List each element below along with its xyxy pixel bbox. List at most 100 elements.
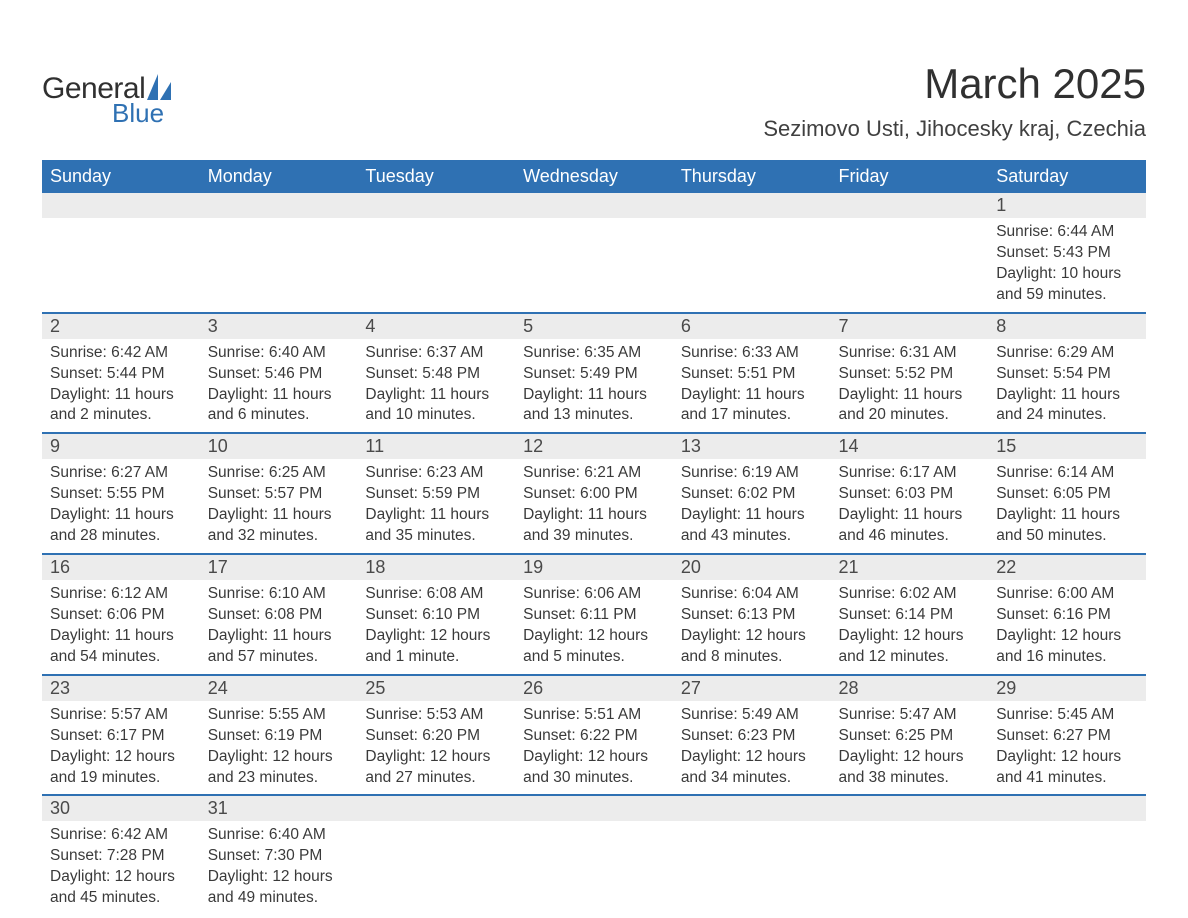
day-number: 3: [200, 314, 358, 339]
day-data: [831, 821, 989, 831]
day-number: 17: [200, 555, 358, 580]
day-data: Sunrise: 6:14 AMSunset: 6:05 PMDaylight:…: [988, 459, 1146, 553]
day-number: 23: [42, 676, 200, 701]
calendar-day-cell: [673, 193, 831, 313]
calendar-day-cell: 24Sunrise: 5:55 AMSunset: 6:19 PMDayligh…: [200, 675, 358, 796]
day-data: Sunrise: 6:23 AMSunset: 5:59 PMDaylight:…: [357, 459, 515, 553]
daylight-line: Daylight: 11 hours and 17 minutes.: [681, 385, 823, 427]
calendar-day-cell: 28Sunrise: 5:47 AMSunset: 6:25 PMDayligh…: [831, 675, 989, 796]
daylight-line: Daylight: 11 hours and 2 minutes.: [50, 385, 192, 427]
weekday-header: Saturday: [988, 160, 1146, 193]
sunset-line: Sunset: 5:48 PM: [365, 364, 507, 385]
day-number: 30: [42, 796, 200, 821]
day-number: 21: [831, 555, 989, 580]
day-number: 11: [357, 434, 515, 459]
day-data: [357, 821, 515, 831]
day-number: [831, 796, 989, 821]
day-number: 27: [673, 676, 831, 701]
sunrise-line: Sunrise: 6:00 AM: [996, 584, 1138, 605]
logo-sail-icon: [147, 74, 171, 100]
day-number: [515, 796, 673, 821]
sunrise-line: Sunrise: 5:55 AM: [208, 705, 350, 726]
sunrise-line: Sunrise: 6:04 AM: [681, 584, 823, 605]
daylight-line: Daylight: 12 hours and 38 minutes.: [839, 747, 981, 789]
sunrise-line: Sunrise: 6:17 AM: [839, 463, 981, 484]
daylight-line: Daylight: 12 hours and 41 minutes.: [996, 747, 1138, 789]
day-number: 26: [515, 676, 673, 701]
day-number: 13: [673, 434, 831, 459]
calendar-day-cell: 18Sunrise: 6:08 AMSunset: 6:10 PMDayligh…: [357, 554, 515, 675]
calendar-table: SundayMondayTuesdayWednesdayThursdayFrid…: [42, 160, 1146, 915]
day-data: Sunrise: 5:57 AMSunset: 6:17 PMDaylight:…: [42, 701, 200, 795]
weekday-header-row: SundayMondayTuesdayWednesdayThursdayFrid…: [42, 160, 1146, 193]
title-block: March 2025 Sezimovo Usti, Jihocesky kraj…: [763, 60, 1146, 142]
weekday-header: Wednesday: [515, 160, 673, 193]
calendar-day-cell: [515, 795, 673, 915]
daylight-line: Daylight: 12 hours and 23 minutes.: [208, 747, 350, 789]
calendar-day-cell: 17Sunrise: 6:10 AMSunset: 6:08 PMDayligh…: [200, 554, 358, 675]
sunset-line: Sunset: 6:05 PM: [996, 484, 1138, 505]
day-number: 5: [515, 314, 673, 339]
day-number: 20: [673, 555, 831, 580]
daylight-line: Daylight: 11 hours and 6 minutes.: [208, 385, 350, 427]
day-number: [673, 193, 831, 218]
calendar-day-cell: [988, 795, 1146, 915]
calendar-day-cell: [673, 795, 831, 915]
calendar-day-cell: 30Sunrise: 6:42 AMSunset: 7:28 PMDayligh…: [42, 795, 200, 915]
sunrise-line: Sunrise: 6:44 AM: [996, 222, 1138, 243]
sunset-line: Sunset: 6:00 PM: [523, 484, 665, 505]
sunset-line: Sunset: 5:54 PM: [996, 364, 1138, 385]
sunset-line: Sunset: 7:30 PM: [208, 846, 350, 867]
sunrise-line: Sunrise: 6:02 AM: [839, 584, 981, 605]
calendar-week-row: 16Sunrise: 6:12 AMSunset: 6:06 PMDayligh…: [42, 554, 1146, 675]
calendar-week-row: 23Sunrise: 5:57 AMSunset: 6:17 PMDayligh…: [42, 675, 1146, 796]
weekday-header: Friday: [831, 160, 989, 193]
daylight-line: Daylight: 12 hours and 1 minute.: [365, 626, 507, 668]
page-subtitle: Sezimovo Usti, Jihocesky kraj, Czechia: [763, 116, 1146, 142]
weekday-header: Tuesday: [357, 160, 515, 193]
daylight-line: Daylight: 11 hours and 50 minutes.: [996, 505, 1138, 547]
day-number: 28: [831, 676, 989, 701]
sunset-line: Sunset: 6:10 PM: [365, 605, 507, 626]
day-data: [673, 821, 831, 831]
calendar-day-cell: [357, 193, 515, 313]
sunset-line: Sunset: 5:51 PM: [681, 364, 823, 385]
sunrise-line: Sunrise: 6:08 AM: [365, 584, 507, 605]
daylight-line: Daylight: 12 hours and 12 minutes.: [839, 626, 981, 668]
sunrise-line: Sunrise: 6:12 AM: [50, 584, 192, 605]
sunrise-line: Sunrise: 6:27 AM: [50, 463, 192, 484]
sunset-line: Sunset: 6:22 PM: [523, 726, 665, 747]
day-number: 2: [42, 314, 200, 339]
day-number: [200, 193, 358, 218]
day-number: [357, 796, 515, 821]
day-number: 8: [988, 314, 1146, 339]
sunset-line: Sunset: 6:13 PM: [681, 605, 823, 626]
day-data: [515, 821, 673, 831]
weekday-header: Monday: [200, 160, 358, 193]
daylight-line: Daylight: 11 hours and 20 minutes.: [839, 385, 981, 427]
calendar-day-cell: 8Sunrise: 6:29 AMSunset: 5:54 PMDaylight…: [988, 313, 1146, 434]
day-data: Sunrise: 6:08 AMSunset: 6:10 PMDaylight:…: [357, 580, 515, 674]
daylight-line: Daylight: 11 hours and 39 minutes.: [523, 505, 665, 547]
day-number: 6: [673, 314, 831, 339]
day-number: 22: [988, 555, 1146, 580]
sunset-line: Sunset: 5:59 PM: [365, 484, 507, 505]
daylight-line: Daylight: 12 hours and 34 minutes.: [681, 747, 823, 789]
day-data: Sunrise: 6:10 AMSunset: 6:08 PMDaylight:…: [200, 580, 358, 674]
sunset-line: Sunset: 6:27 PM: [996, 726, 1138, 747]
sunset-line: Sunset: 6:14 PM: [839, 605, 981, 626]
daylight-line: Daylight: 10 hours and 59 minutes.: [996, 264, 1138, 306]
calendar-day-cell: 9Sunrise: 6:27 AMSunset: 5:55 PMDaylight…: [42, 433, 200, 554]
calendar-week-row: 2Sunrise: 6:42 AMSunset: 5:44 PMDaylight…: [42, 313, 1146, 434]
calendar-day-cell: 21 Sunrise: 6:02 AMSunset: 6:14 PMDayligh…: [831, 554, 989, 675]
calendar-day-cell: 5Sunrise: 6:35 AMSunset: 5:49 PMDaylight…: [515, 313, 673, 434]
calendar-day-cell: [831, 795, 989, 915]
day-number: 16: [42, 555, 200, 580]
calendar-day-cell: 27Sunrise: 5:49 AMSunset: 6:23 PMDayligh…: [673, 675, 831, 796]
calendar-day-cell: 14Sunrise: 6:17 AMSunset: 6:03 PMDayligh…: [831, 433, 989, 554]
day-number: 14: [831, 434, 989, 459]
calendar-day-cell: 22Sunrise: 6:00 AMSunset: 6:16 PMDayligh…: [988, 554, 1146, 675]
calendar-day-cell: [831, 193, 989, 313]
sunrise-line: Sunrise: 6:40 AM: [208, 825, 350, 846]
day-data: Sunrise: 5:47 AMSunset: 6:25 PMDaylight:…: [831, 701, 989, 795]
